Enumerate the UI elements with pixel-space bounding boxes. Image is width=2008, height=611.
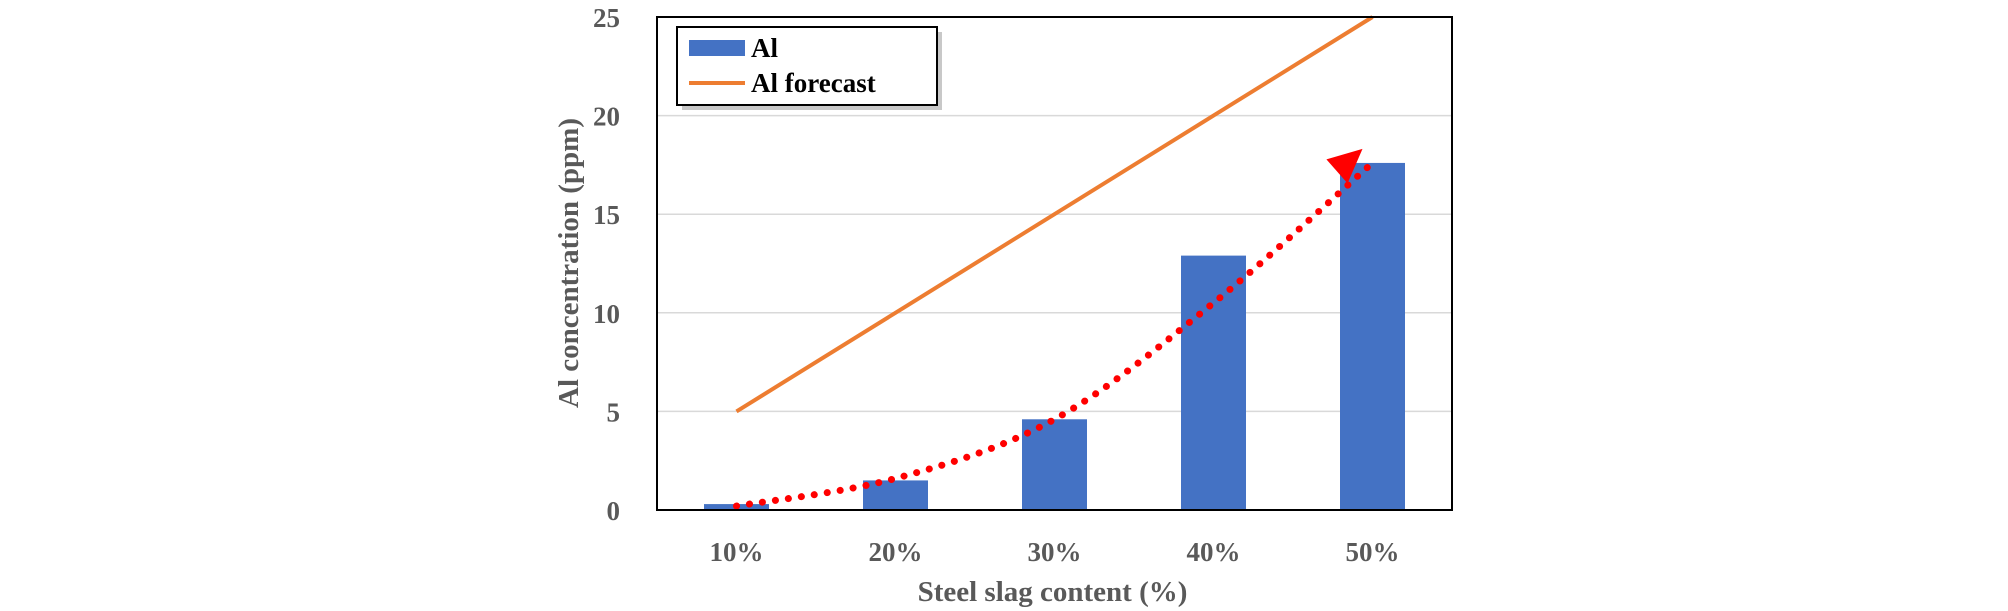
y-tick-label: 15 xyxy=(593,200,620,230)
plot-frame xyxy=(656,16,1453,511)
x-tick-label: 10% xyxy=(710,537,764,567)
bar-series xyxy=(704,162,1405,511)
x-axis-ticks: 10% 20% 30% 40% 50% xyxy=(710,537,1400,567)
legend-swatch-al xyxy=(689,40,745,56)
legend-label-al-forecast: Al forecast xyxy=(751,68,876,98)
x-axis-title: Steel slag content (%) xyxy=(918,576,1188,608)
y-tick-label: 10 xyxy=(593,299,620,329)
legend: Al Al forecast xyxy=(676,26,942,110)
bar xyxy=(863,480,928,510)
forecast-line xyxy=(735,15,1374,414)
y-axis-title: Al concentration (ppm) xyxy=(553,118,585,408)
y-tick-label: 5 xyxy=(607,397,621,427)
x-tick-label: 40% xyxy=(1187,537,1241,567)
y-tick-label: 20 xyxy=(593,102,620,132)
x-tick-label: 50% xyxy=(1346,537,1400,567)
forecast-series xyxy=(735,15,1374,414)
bar xyxy=(1022,419,1087,510)
legend-label-al: Al xyxy=(751,33,778,63)
bar xyxy=(1181,255,1246,510)
trend-arrow xyxy=(733,148,1376,510)
trend-curve xyxy=(733,159,1376,510)
trend-arrowhead xyxy=(1326,148,1363,184)
y-axis-ticks: 0 5 10 15 20 25 xyxy=(593,3,620,526)
x-tick-label: 20% xyxy=(869,537,923,567)
y-tick-label: 0 xyxy=(607,496,621,526)
x-tick-label: 30% xyxy=(1028,537,1082,567)
bar xyxy=(1340,162,1405,511)
y-tick-label: 25 xyxy=(593,3,620,33)
